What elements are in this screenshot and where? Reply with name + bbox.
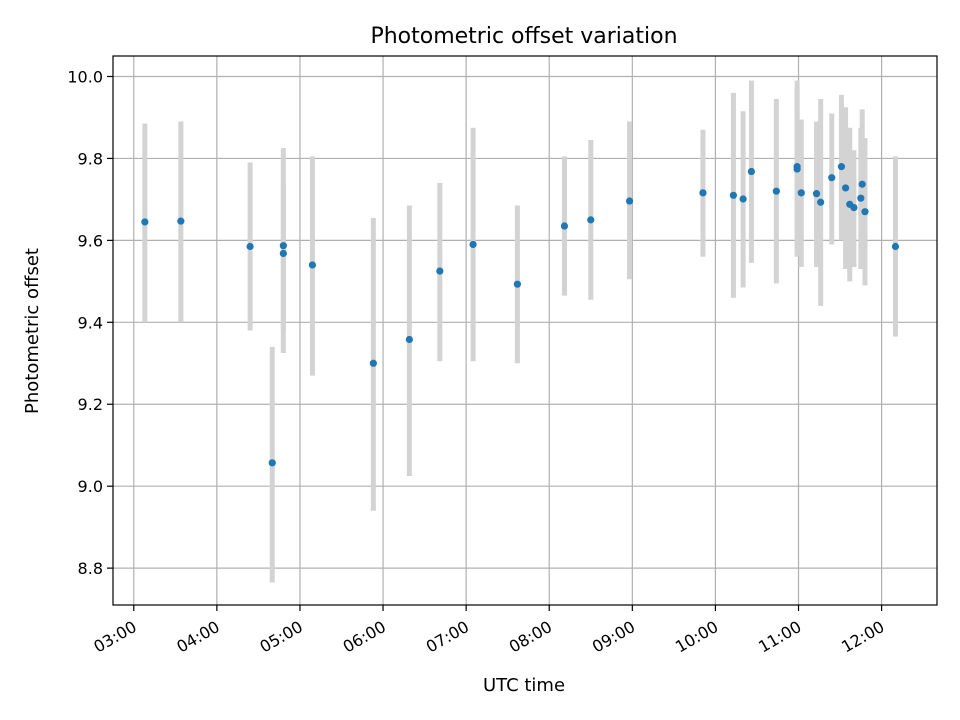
- data-point: [405, 335, 413, 344]
- data-point: [747, 167, 756, 176]
- data-point: [837, 163, 846, 171]
- grid: [113, 56, 937, 605]
- data-point: [850, 203, 858, 212]
- data-point: [436, 267, 444, 275]
- data-point: [699, 189, 707, 197]
- data-point: [279, 242, 287, 250]
- y-tick-label: 10.0: [67, 67, 103, 86]
- data-point: [812, 190, 821, 198]
- x-axis-label: UTC time: [483, 675, 565, 696]
- y-tick-label: 9.2: [78, 395, 103, 414]
- data-point: [828, 174, 836, 182]
- data-point: [739, 195, 747, 203]
- data-point: [587, 216, 595, 224]
- y-tick-label: 9.8: [78, 149, 103, 168]
- data-point: [513, 280, 521, 288]
- data-point: [268, 459, 276, 467]
- data-point: [625, 197, 634, 205]
- y-tick-label: 9.0: [78, 477, 103, 496]
- data-point: [857, 194, 865, 202]
- data-point: [861, 208, 869, 216]
- data-point: [560, 222, 569, 230]
- data-point: [817, 198, 825, 206]
- data-point: [858, 180, 866, 188]
- data-point: [891, 242, 900, 251]
- data-point: [772, 187, 780, 195]
- chart-title: Photometric offset variation: [370, 24, 677, 49]
- data-point: [469, 240, 477, 249]
- data-point: [841, 184, 850, 192]
- data-point: [797, 189, 805, 197]
- plot-frame: [112, 55, 938, 606]
- y-tick-label: 8.8: [78, 559, 103, 578]
- y-axis-label: Photometric offset: [22, 248, 43, 414]
- data-point: [246, 242, 254, 251]
- data-point: [279, 249, 287, 258]
- data-point: [177, 217, 185, 225]
- data-point: [793, 165, 801, 173]
- data-point: [369, 359, 377, 367]
- data-points: [141, 163, 900, 467]
- data-point: [308, 261, 317, 269]
- y-tick-label: 9.4: [78, 313, 103, 332]
- y-tick-label: 9.6: [78, 231, 103, 250]
- data-point: [141, 218, 149, 226]
- data-point: [729, 191, 738, 199]
